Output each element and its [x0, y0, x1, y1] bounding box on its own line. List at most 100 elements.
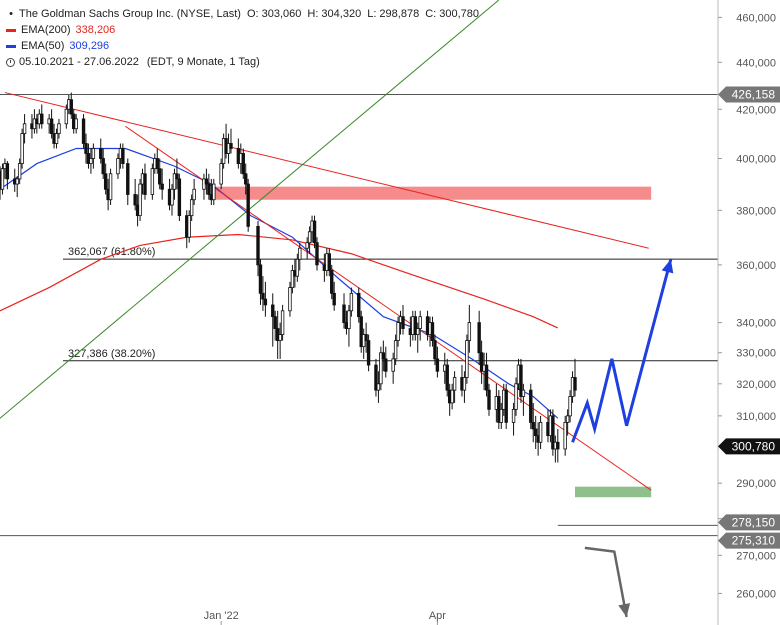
ema200-value: 338,206 [75, 24, 116, 36]
candle-body [551, 415, 555, 450]
candle-body [529, 389, 533, 423]
candle-body [84, 143, 88, 154]
candle-body [519, 364, 523, 397]
candle [519, 358, 523, 403]
candle-body [379, 352, 383, 385]
candle-body [290, 270, 295, 288]
candle [170, 184, 174, 216]
candle-body [101, 158, 105, 175]
candle-body [116, 158, 120, 175]
candle [514, 377, 518, 416]
candle [452, 371, 457, 403]
candle [433, 334, 437, 366]
candle-body [568, 396, 572, 417]
candle-body [155, 158, 159, 170]
candle-body [504, 389, 508, 423]
candle [565, 409, 570, 436]
y-tick-label: 310,000 [736, 411, 776, 423]
candle [413, 310, 417, 341]
candle [477, 310, 481, 366]
y-tick-label: 330,000 [736, 348, 776, 360]
candle [330, 264, 334, 300]
candle [504, 383, 508, 429]
candle [307, 226, 312, 254]
candle [74, 114, 78, 134]
candle [20, 128, 24, 169]
candle [556, 428, 560, 463]
ohlc-open: O: 303,060 [246, 8, 302, 20]
candle [484, 352, 489, 397]
candle [121, 143, 125, 169]
price-tag [718, 438, 780, 455]
candle-body [538, 421, 543, 443]
candle [271, 293, 275, 347]
chart-legend: • The Goldman Sachs Group Inc. (NYSE, La… [6, 6, 479, 70]
candle [0, 163, 5, 195]
candle-body [261, 292, 265, 300]
candle [177, 173, 182, 221]
candle-body [0, 168, 5, 190]
candle-body [103, 173, 108, 190]
candle [445, 358, 449, 397]
candle [202, 173, 206, 200]
fib-label: 327,386 (38.20%) [68, 348, 155, 360]
candle [430, 316, 435, 347]
candle [563, 415, 567, 456]
candle [212, 178, 216, 206]
candle-body [563, 421, 567, 450]
candle [40, 104, 44, 129]
candle [401, 304, 405, 335]
candle [22, 114, 27, 144]
candle [192, 178, 196, 206]
candle [479, 340, 484, 384]
candle-body [531, 421, 535, 430]
candle [69, 92, 73, 119]
ema200-line [0, 233, 559, 329]
price-tag [718, 532, 780, 549]
candle-body [418, 316, 422, 329]
ohlc-close: C: 300,780 [425, 8, 480, 20]
candle [172, 168, 177, 200]
candle-body [280, 310, 285, 335]
y-tick-label: 380,000 [736, 205, 776, 217]
candle [256, 220, 260, 277]
candle-body [499, 408, 503, 423]
candle [138, 178, 142, 221]
candle-body [160, 183, 164, 190]
candle [158, 158, 162, 190]
candle-body [212, 183, 216, 201]
candle-body [416, 328, 420, 335]
candle-body [204, 178, 209, 185]
candle-body [40, 113, 44, 125]
ema50-name: EMA(50) [21, 40, 65, 52]
candle [374, 358, 378, 397]
candle [116, 153, 120, 179]
period-info: (EDT, 9 Monate, 1 Tag) [146, 56, 260, 68]
y-tick-label: 420,000 [736, 104, 776, 116]
candle [160, 168, 164, 200]
candle-body [258, 264, 263, 294]
candle [533, 415, 538, 449]
candle [357, 287, 361, 323]
candle [312, 215, 317, 249]
candle-body [99, 148, 103, 159]
candle [64, 104, 69, 129]
candle [288, 281, 292, 317]
candle-body [462, 377, 467, 391]
candle-body [430, 322, 435, 341]
candle-body [384, 358, 388, 372]
candle-body [229, 143, 233, 149]
candle [57, 118, 61, 139]
ema50-swatch [6, 44, 16, 48]
candle-body [17, 163, 22, 180]
candle [49, 109, 54, 139]
candle-body [364, 334, 368, 341]
candle [462, 371, 467, 403]
candle-body [298, 247, 302, 260]
candle [416, 322, 420, 353]
candle-body [175, 173, 179, 180]
candle-body [413, 316, 417, 335]
candle [150, 163, 155, 200]
candle [15, 176, 19, 198]
